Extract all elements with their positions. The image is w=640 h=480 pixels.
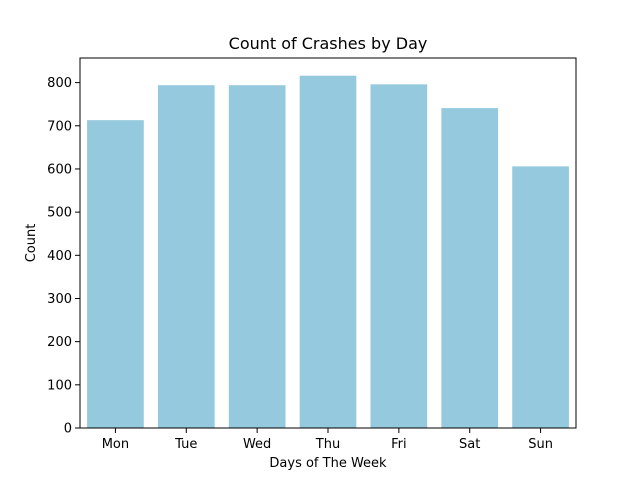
x-tick-label: Wed bbox=[243, 437, 271, 452]
x-tick-label: Tue bbox=[174, 437, 197, 452]
x-tick-label: Sat bbox=[459, 437, 480, 452]
y-tick-label: 100 bbox=[47, 378, 72, 393]
chart-title: Count of Crashes by Day bbox=[229, 34, 428, 53]
x-tick-label: Sun bbox=[528, 437, 553, 452]
y-tick-label: 700 bbox=[47, 119, 72, 134]
x-axis-label: Days of The Week bbox=[269, 456, 387, 471]
bar-wed bbox=[228, 85, 286, 429]
y-tick-label: 600 bbox=[47, 162, 72, 177]
x-tick-label: Thu bbox=[315, 437, 340, 452]
x-axis-ticks: Mon Tue Wed Thu Fri Sat Sun bbox=[102, 428, 553, 452]
plot-frame bbox=[79, 57, 577, 429]
bar-tue bbox=[157, 85, 215, 429]
x-tick-label: Mon bbox=[102, 437, 129, 452]
y-tick-label: 500 bbox=[47, 206, 72, 221]
y-axis-label: Count bbox=[24, 224, 39, 263]
bar-mon bbox=[87, 120, 144, 429]
bar-sat bbox=[441, 108, 499, 429]
y-tick-label: 200 bbox=[47, 335, 72, 350]
x-tick-label: Fri bbox=[391, 437, 407, 452]
bars-group bbox=[87, 75, 569, 429]
y-tick-label: 400 bbox=[47, 249, 72, 264]
y-tick-label: 300 bbox=[47, 292, 72, 307]
y-tick-label: 0 bbox=[64, 422, 72, 437]
bar-fri bbox=[370, 84, 428, 428]
bar-sun bbox=[512, 166, 569, 428]
bar-thu bbox=[299, 75, 357, 428]
y-tick-label: 800 bbox=[47, 76, 72, 91]
y-axis-ticks: 0 100 200 300 400 500 600 700 800 bbox=[47, 76, 80, 437]
